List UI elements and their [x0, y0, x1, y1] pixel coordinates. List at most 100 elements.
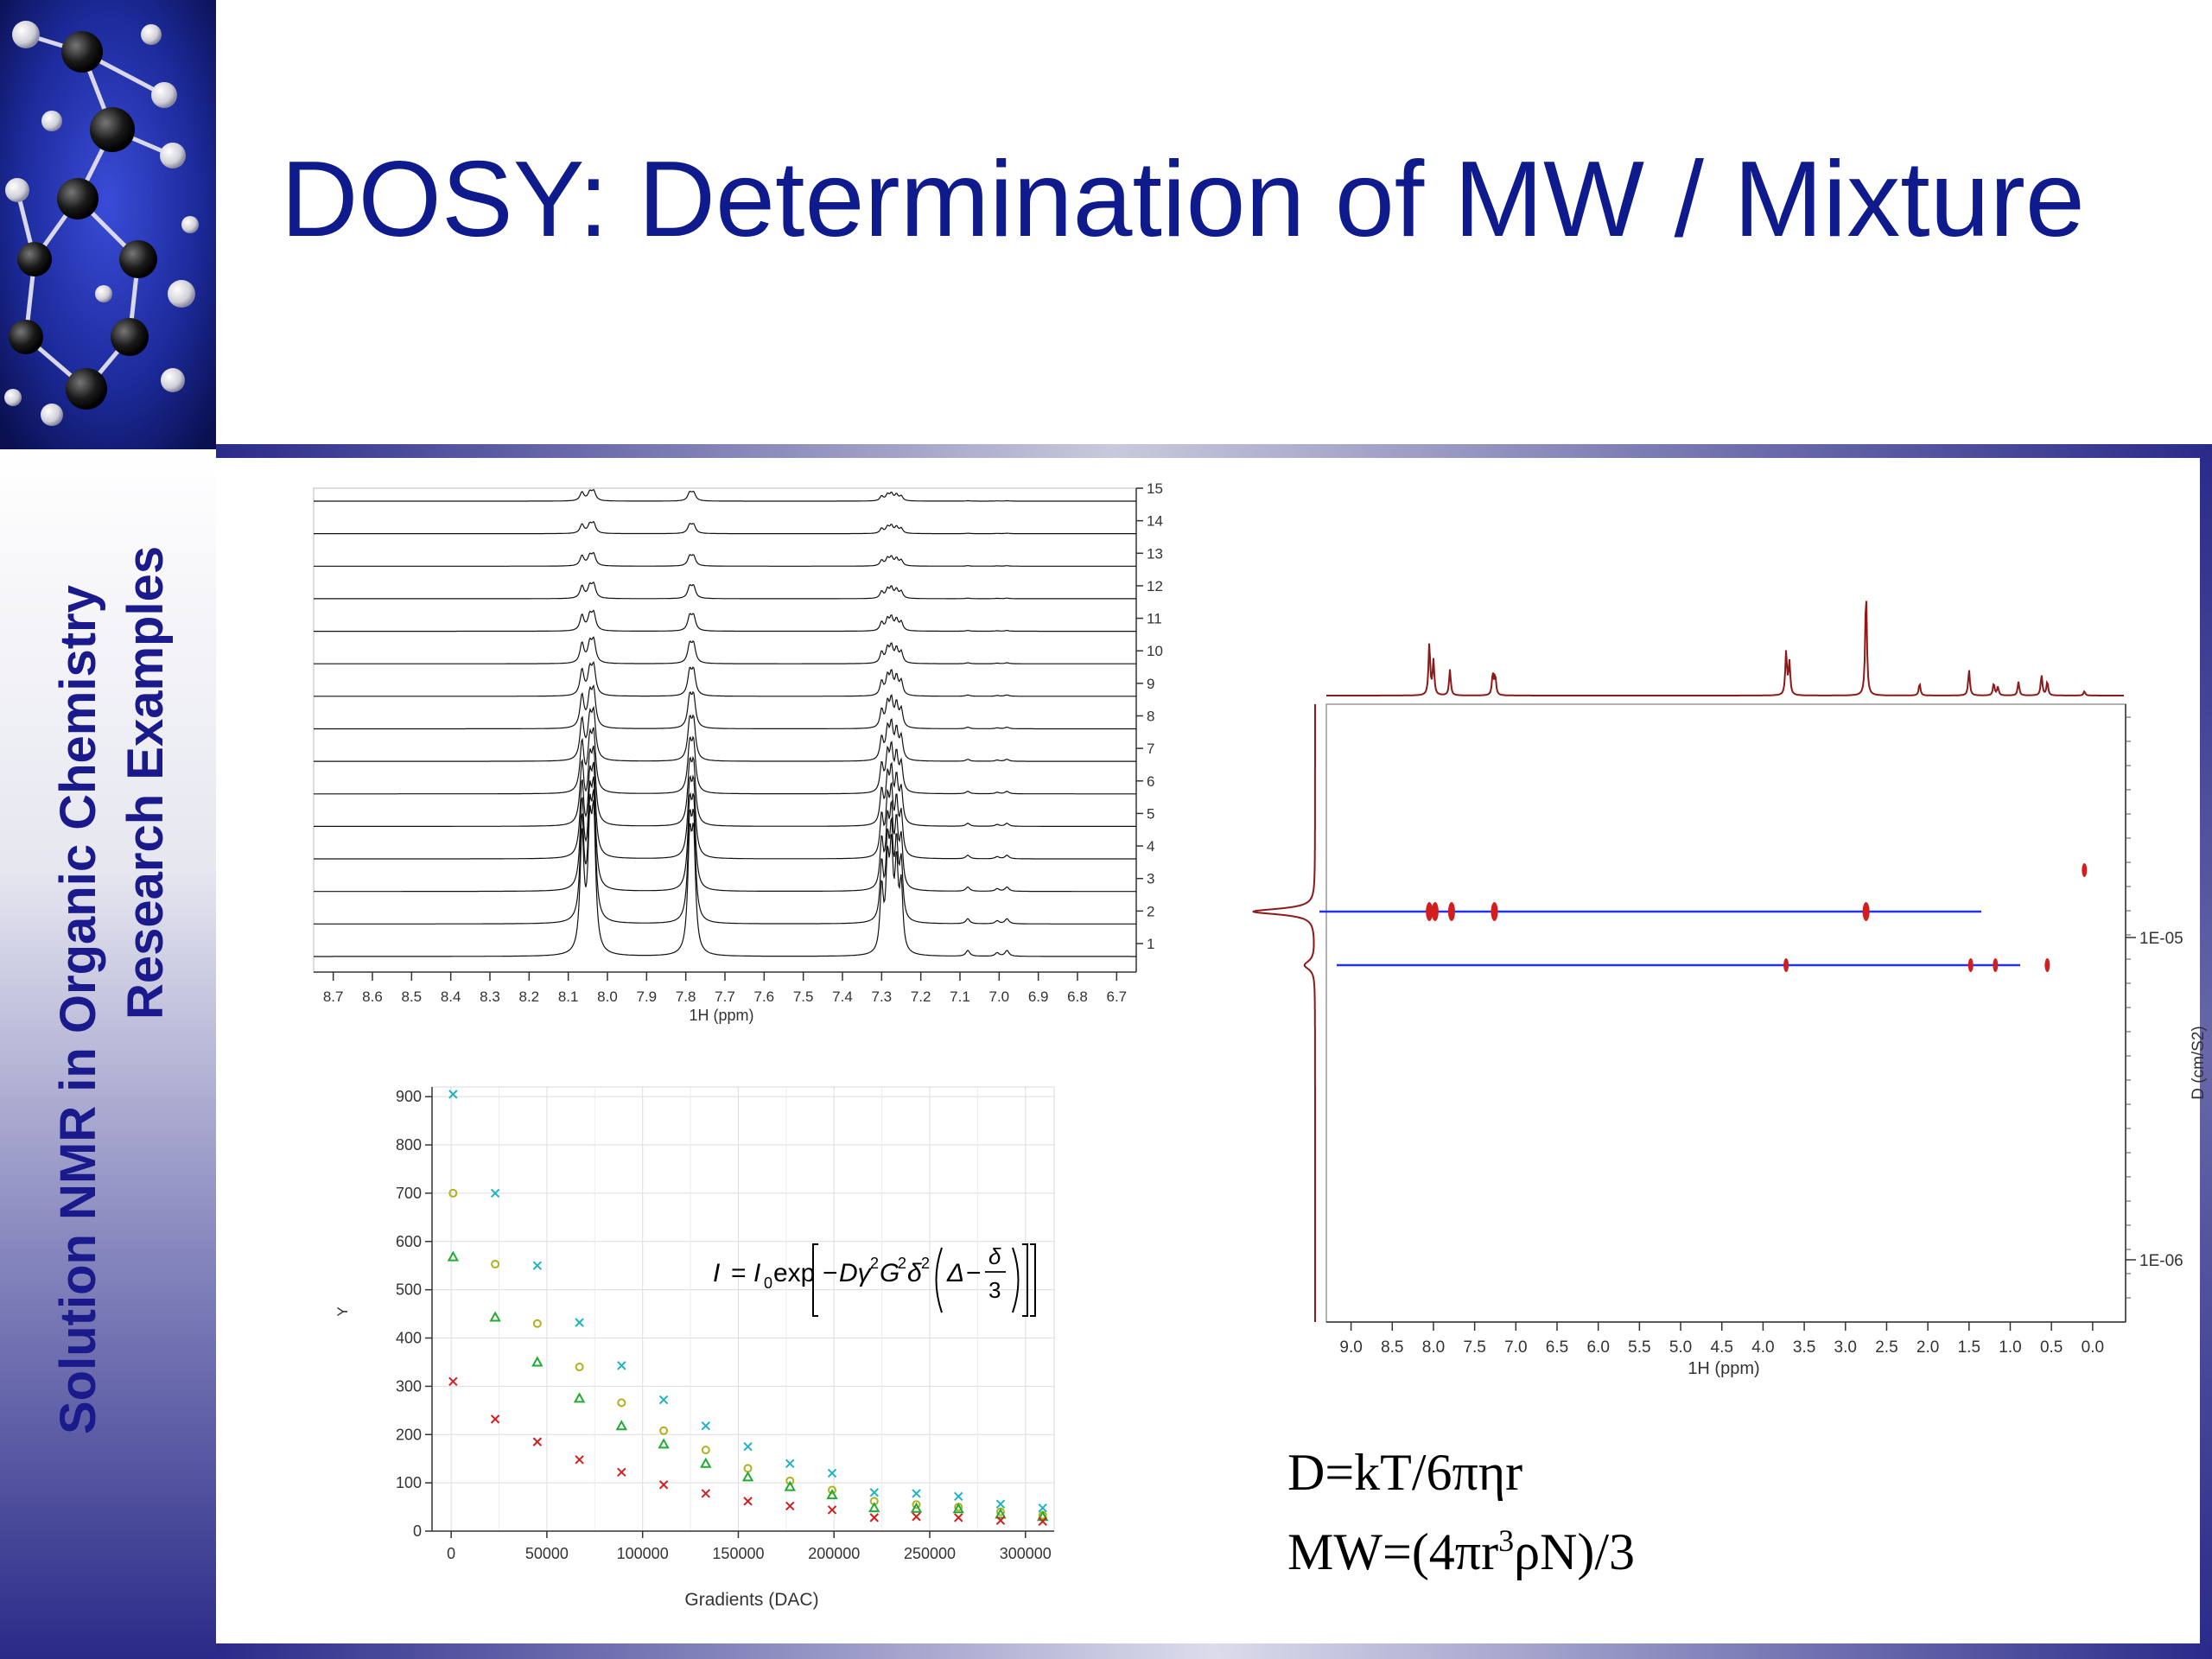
chart-point [743, 1442, 753, 1452]
trace-number-label: 8 [1147, 709, 1154, 725]
dosy-cross-peak [1993, 958, 1999, 972]
chart-point [489, 1311, 501, 1322]
dosy-y-tick-1e-06: 1E-06 [2139, 1252, 2183, 1270]
chart-y-tick: 200 [396, 1426, 422, 1443]
dosy-cross-peak [2044, 958, 2050, 972]
frame-right-border [2200, 449, 2212, 1659]
spectrum-trace [314, 683, 1136, 730]
chart-point [1038, 1503, 1047, 1513]
chart-y-ticks: 0 100 200 300 400 500 600 700 800 900 [396, 1088, 432, 1540]
svg-text:0: 0 [764, 1274, 772, 1292]
svg-text:δ: δ [907, 1259, 922, 1287]
chart-point [532, 1437, 543, 1446]
chart-point [743, 1464, 753, 1473]
dosy-x-ticks: 9.0 8.5 8.0 7.5 7.0 6.5 6.0 5.5 5.0 4.5 4.0 3.5 3.0 2… [1326, 1321, 2126, 1357]
chart-point [615, 1420, 628, 1431]
chart-point [954, 1513, 963, 1522]
chart-point [658, 1480, 669, 1490]
chart-point [912, 1489, 921, 1498]
decay-equation-render: I = I 0 exp − Dγ 2 G 2 δ 2 Δ − δ 3 [713, 1243, 1036, 1317]
spectra-x-tick: 7.9 [637, 988, 658, 1005]
svg-text:=: = [731, 1259, 747, 1287]
trace-number-label: 4 [1147, 838, 1154, 855]
trace-number-label: 6 [1147, 773, 1154, 790]
stacked-spectra-figure: 15 14 13 12 11 10 9 8 7 6 5 4 3 2 1 8.7 8.6 8.5 8.4 8.3 8.2… [313, 480, 1163, 1024]
spectra-x-tick: 8.3 [480, 988, 500, 1005]
dosy-cross-peak [1431, 902, 1439, 921]
svg-text:δ: δ [988, 1243, 1001, 1269]
trace-number-label: 15 [1147, 480, 1163, 497]
dosy-cross-peak [1967, 958, 1974, 972]
spectra-x-tick: 7.0 [989, 988, 1010, 1005]
dosy-y-axis-label: D (cm/S2) [2190, 1026, 2208, 1100]
chart-point [869, 1513, 879, 1522]
chart-point [658, 1395, 669, 1405]
dosy-x-tick: 6.5 [1546, 1338, 1568, 1357]
spectrum-trace [314, 745, 1136, 827]
chart-point [826, 1489, 838, 1500]
header-divider [216, 444, 2212, 458]
chart-point [490, 1188, 500, 1198]
chart-y-tick: 700 [396, 1185, 422, 1202]
chart-point [1037, 1510, 1049, 1522]
spectra-x-tick: 7.1 [950, 988, 970, 1005]
chart-point [575, 1318, 584, 1327]
dosy-x-tick: 2.0 [1916, 1338, 1939, 1357]
dosy-y-tick-1e-05: 1E-05 [2139, 930, 2183, 948]
chart-point [827, 1468, 837, 1478]
dosy-cross-peak [1491, 902, 1498, 921]
dosy-cross-peak [1447, 902, 1455, 921]
dosy-x-tick: 1.5 [1958, 1338, 1980, 1357]
svg-text:−: − [823, 1259, 838, 1287]
chart-point [1038, 1516, 1047, 1527]
chart-y-tick: 0 [413, 1522, 422, 1540]
spectra-x-tick: 8.1 [558, 988, 579, 1005]
dosy-x-tick: 0.0 [2082, 1338, 2104, 1357]
dosy-x-tick: 8.5 [1381, 1338, 1403, 1357]
trace-number-label: 3 [1147, 871, 1154, 887]
spectra-x-tick: 7.3 [872, 988, 893, 1005]
chart-point [912, 1512, 921, 1522]
chart-x-tick: 50000 [525, 1545, 569, 1562]
dosy-2d-figure: 9.0 8.5 8.0 7.5 7.0 6.5 6.0 5.5 5.0 4.5 4.0 3.5 3.0 2… [1252, 601, 2208, 1378]
molecule-corner-image [0, 0, 216, 449]
chart-y-tick: 900 [396, 1088, 422, 1105]
chart-point [490, 1414, 500, 1424]
dosy-x-tick: 9.0 [1339, 1338, 1362, 1357]
chart-point [952, 1503, 964, 1514]
dosy-cross-peak [1783, 958, 1789, 972]
frame-bottom-border [216, 1643, 2212, 1659]
chart-y-tick: 800 [396, 1136, 422, 1154]
svg-text:2: 2 [870, 1255, 879, 1272]
dosy-x-axis-label: 1H (ppm) [1688, 1359, 1759, 1378]
spectrum-trace [314, 488, 1136, 502]
mw-formula-prefix: MW=(4πr [1287, 1523, 1499, 1580]
svg-text:2: 2 [898, 1255, 906, 1272]
chart-x-tick: 0 [447, 1545, 455, 1562]
chart-point [741, 1471, 754, 1482]
trace-number-label: 12 [1147, 578, 1163, 594]
chart-point [912, 1500, 921, 1510]
chart-x-tick: 250000 [904, 1545, 956, 1562]
chart-x-axis-label: Gradients (DAC) [684, 1590, 818, 1610]
dosy-x-tick: 7.5 [1463, 1338, 1485, 1357]
chart-point [491, 1260, 500, 1269]
chart-point [995, 1499, 1006, 1509]
mw-formula-suffix: ρN)/3 [1514, 1523, 1635, 1580]
dosy-x-tick: 1.0 [1999, 1338, 2021, 1357]
trace-number-label: 11 [1147, 611, 1162, 627]
spectra-x-axis-label: 1H (ppm) [689, 1007, 753, 1024]
spectrum-trace [314, 789, 1136, 925]
dosy-x-tick: 4.5 [1711, 1338, 1733, 1357]
chart-point [617, 1398, 626, 1408]
spectra-x-tick: 7.5 [793, 988, 814, 1005]
spectrum-trace [314, 551, 1136, 567]
spectrum-trace [314, 660, 1136, 697]
dosy-x-tick: 3.0 [1834, 1338, 1857, 1357]
dosy-vertical-projection [1252, 704, 1316, 1322]
chart-point [910, 1502, 923, 1513]
dosy-plot-area [1325, 703, 2126, 1323]
spectra-x-tick: 7.2 [911, 988, 931, 1005]
dosy-x-tick: 3.5 [1793, 1338, 1815, 1357]
chart-point [785, 1459, 795, 1468]
